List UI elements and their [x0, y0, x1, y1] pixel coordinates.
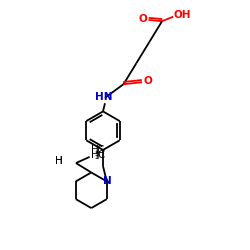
Text: H: H [55, 156, 63, 166]
Text: 3: 3 [95, 151, 99, 157]
Text: C: C [97, 146, 104, 156]
Text: O: O [144, 76, 152, 86]
Text: N: N [103, 176, 112, 186]
Text: HN: HN [96, 92, 113, 102]
Text: H: H [91, 150, 98, 160]
Text: C: C [97, 150, 104, 160]
Text: O: O [139, 14, 147, 24]
Text: H: H [91, 146, 99, 156]
Text: H: H [55, 156, 63, 166]
Text: OH: OH [174, 10, 191, 20]
Text: 3: 3 [94, 152, 100, 161]
